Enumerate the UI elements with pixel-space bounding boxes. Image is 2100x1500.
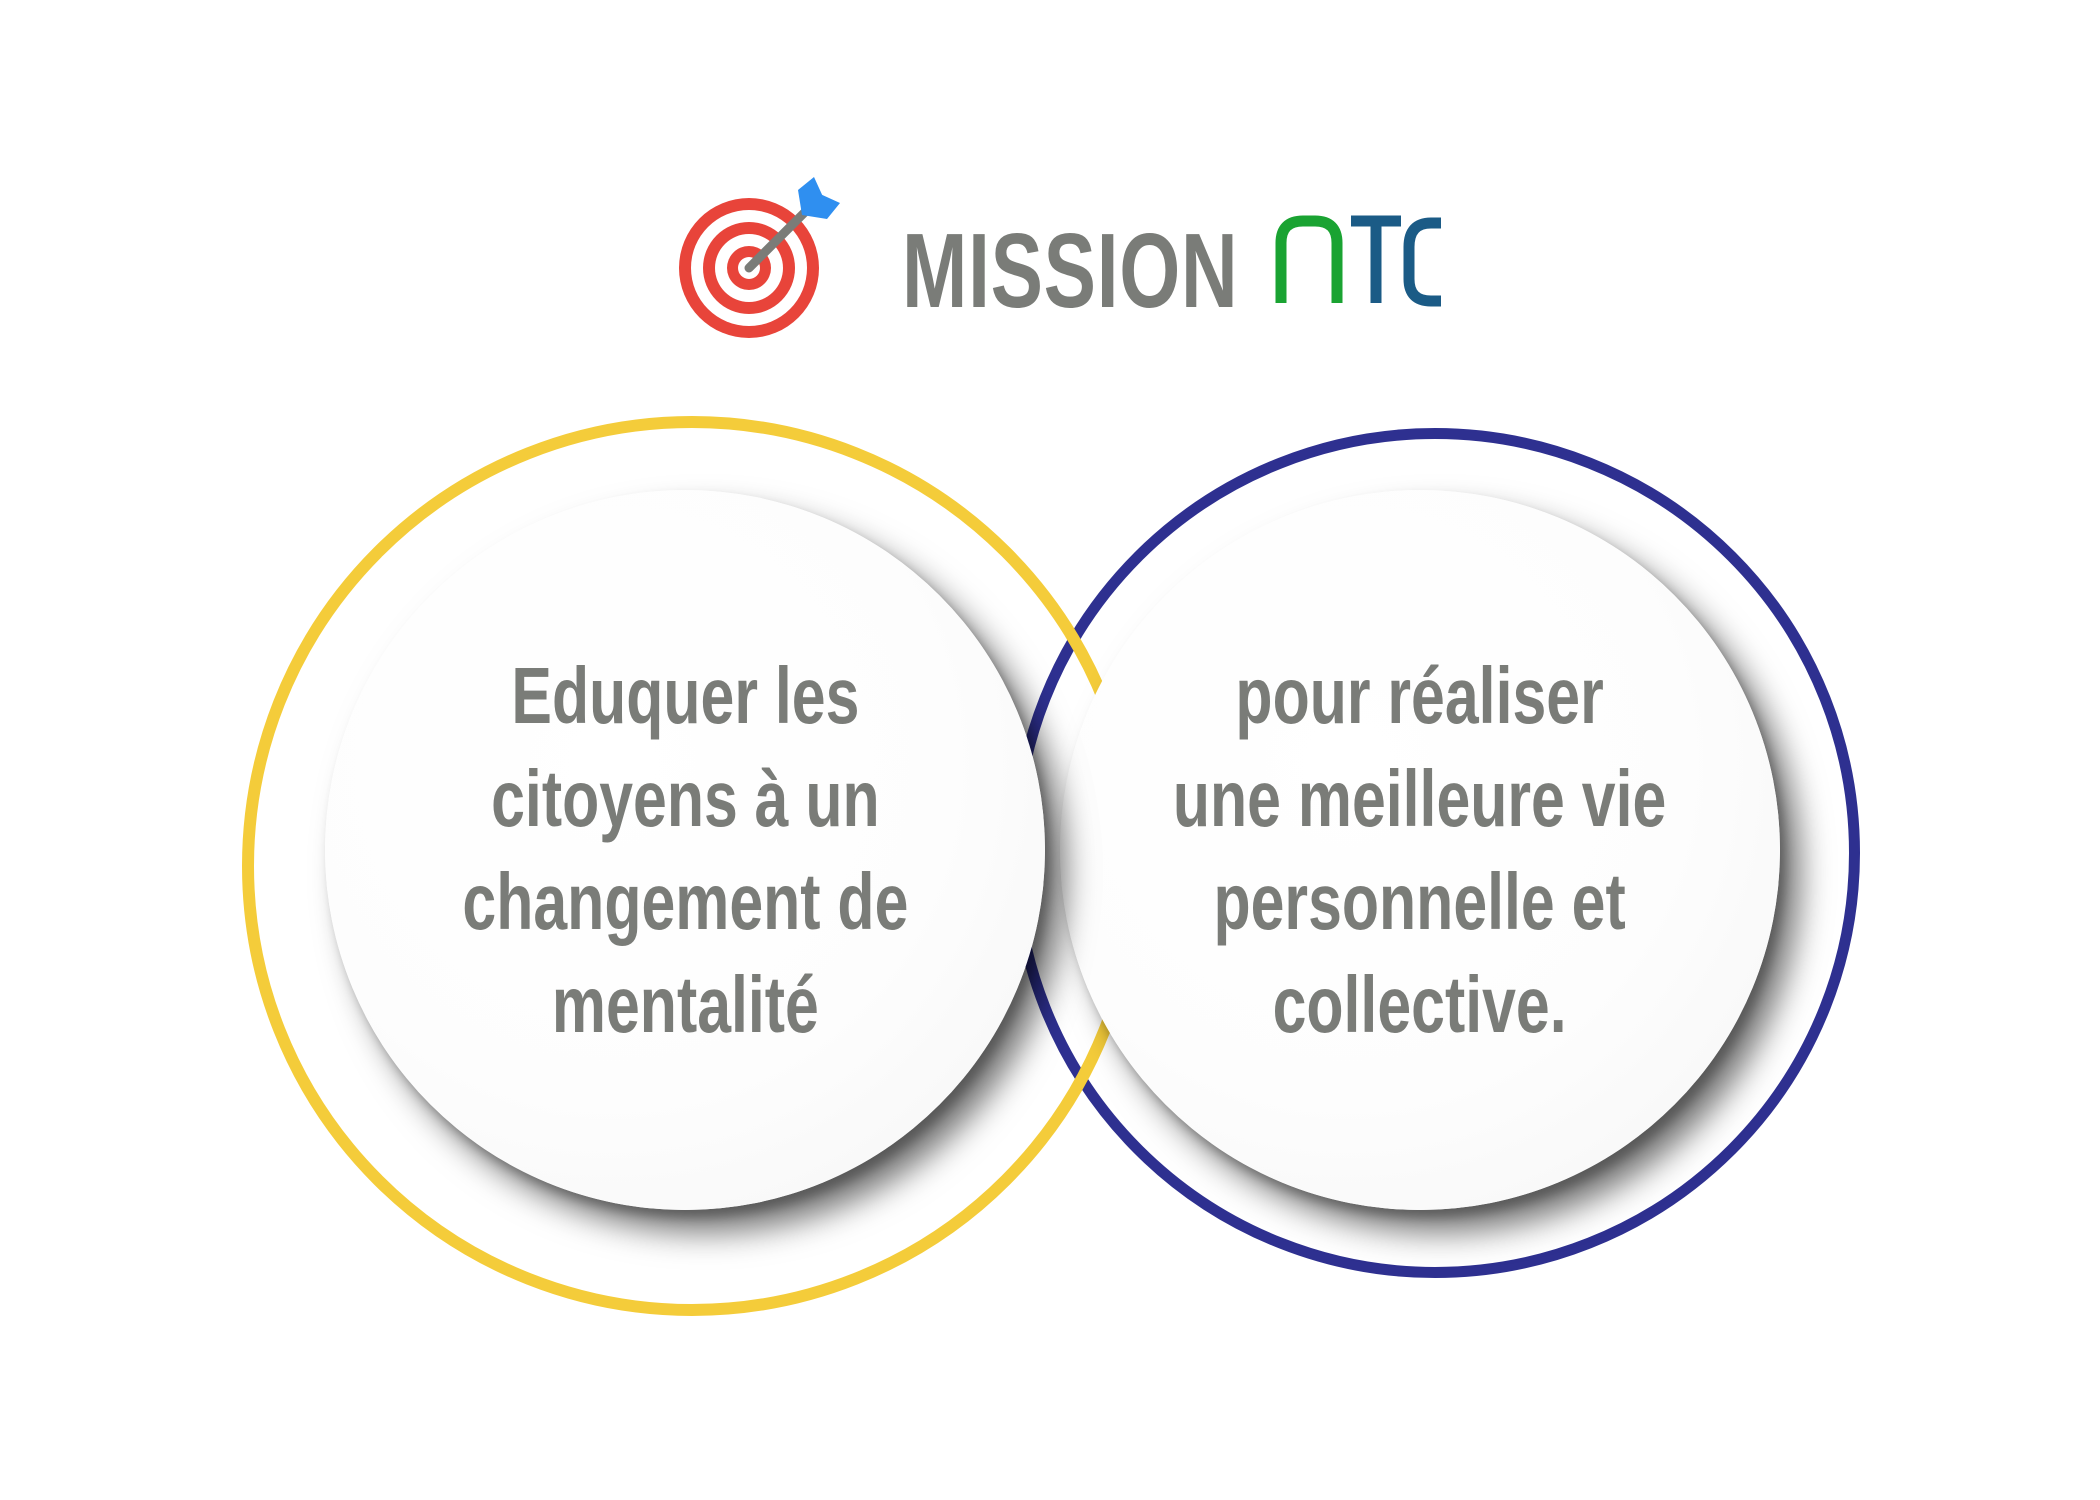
title-mission: MISSION: [902, 211, 1239, 330]
ntc-logo-icon: [1275, 215, 1441, 306]
left-line-2: citoyens à un: [490, 754, 880, 843]
left-line-3: changement de: [462, 857, 908, 946]
right-line-3: personnelle et: [1213, 857, 1627, 946]
brand-logo: [1273, 207, 1445, 307]
header: MISSION: [664, 163, 1445, 353]
left-line-4: mentalité: [551, 960, 819, 1049]
target-arrow-icon: [679, 177, 840, 338]
right-line-4: collective.: [1272, 960, 1568, 1049]
left-circle-text: Eduquer les citoyens à un changement de …: [462, 644, 908, 1056]
right-line-2: une meilleure vie: [1173, 754, 1667, 843]
left-line-1: Eduquer les: [510, 651, 859, 740]
title: MISSION: [902, 207, 1445, 324]
right-line-1: pour réaliser: [1235, 651, 1605, 740]
right-circle: pour réaliser une meilleure vie personne…: [1060, 490, 1780, 1210]
left-circle: Eduquer les citoyens à un changement de …: [325, 490, 1045, 1210]
right-circle-text: pour réaliser une meilleure vie personne…: [1173, 644, 1666, 1056]
